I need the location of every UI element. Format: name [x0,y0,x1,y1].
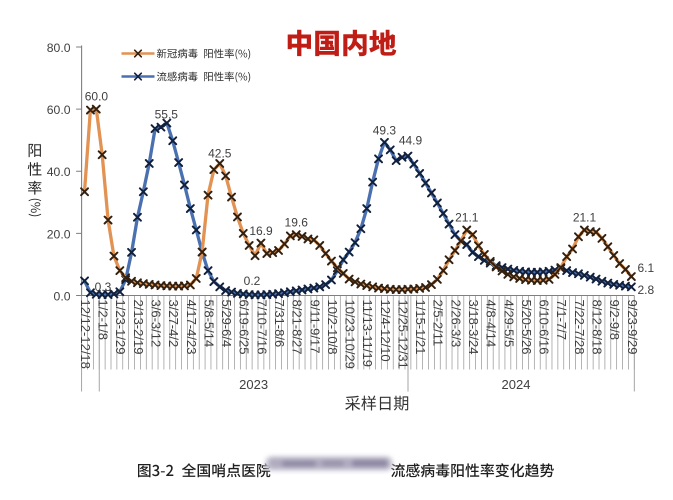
svg-text:2/26-3/3: 2/26-3/3 [448,300,463,348]
svg-text:60.0: 60.0 [85,90,109,104]
svg-text:2.8: 2.8 [638,283,655,297]
svg-text:40.0: 40.0 [47,165,71,179]
svg-text:0.3: 0.3 [95,280,112,294]
svg-text:3/27-4/2: 3/27-4/2 [166,300,181,348]
svg-text:8/12-8/18: 8/12-8/18 [590,300,605,355]
svg-text:6/10-6/16: 6/10-6/16 [537,300,552,355]
svg-text:49.3: 49.3 [373,124,397,138]
svg-text:7/1-7/7: 7/1-7/7 [554,300,569,340]
svg-text:0.0: 0.0 [54,290,71,304]
svg-text:10/23-10/29: 10/23-10/29 [343,300,358,369]
svg-text:3/6-3/12: 3/6-3/12 [149,300,164,348]
svg-text:7/31-8/6: 7/31-8/6 [272,300,287,348]
svg-text:10/2-10/8: 10/2-10/8 [325,300,340,355]
svg-text:12/4-12/10: 12/4-12/10 [378,300,393,362]
svg-text:5/29-6/4: 5/29-6/4 [219,300,234,348]
svg-text:1/2-1/8: 1/2-1/8 [96,300,111,340]
svg-text:21.1: 21.1 [573,211,597,225]
svg-text:44.9: 44.9 [399,134,423,148]
svg-text:80.0: 80.0 [47,41,71,55]
svg-text:2/13-2/19: 2/13-2/19 [131,300,146,355]
svg-text:1/23-1/29: 1/23-1/29 [113,300,128,355]
svg-text:6.1: 6.1 [638,261,655,275]
svg-text:7/22-7/28: 7/22-7/28 [572,300,587,355]
svg-text:20.0: 20.0 [47,227,71,241]
svg-text:4/8-4/14: 4/8-4/14 [484,300,499,348]
svg-text:2023: 2023 [239,377,268,392]
svg-text:42.5: 42.5 [208,147,232,161]
svg-text:12/12-12/18: 12/12-12/18 [78,300,93,369]
svg-text:4/29-5/5: 4/29-5/5 [501,300,516,348]
svg-text:2/5-2/11: 2/5-2/11 [431,300,446,347]
svg-text:5/20-5/26: 5/20-5/26 [519,300,534,355]
svg-text:5/8-5/14: 5/8-5/14 [201,300,216,348]
svg-text:9/23-9/29: 9/23-9/29 [625,300,640,355]
svg-text:16.9: 16.9 [249,224,273,238]
svg-text:1/15-1/21: 1/15-1/21 [413,300,428,355]
svg-text:11/13-11/19: 11/13-11/19 [360,300,375,367]
svg-text:9/11-9/17: 9/11-9/17 [307,300,322,354]
svg-text:55.5: 55.5 [155,108,179,122]
svg-text:0.2: 0.2 [244,274,261,288]
svg-text:60.0: 60.0 [47,103,71,117]
svg-text:21.1: 21.1 [455,211,479,225]
svg-text:19.6: 19.6 [285,216,309,230]
svg-text:8/21-8/27: 8/21-8/27 [290,300,305,355]
svg-text:3/18-3/24: 3/18-3/24 [466,300,481,355]
svg-text:9/2-9/8: 9/2-9/8 [607,300,622,340]
svg-text:2024: 2024 [502,377,531,392]
svg-text:6/19-6/25: 6/19-6/25 [237,300,252,355]
svg-text:4/17-4/23: 4/17-4/23 [184,300,199,355]
svg-text:12/25-12/31: 12/25-12/31 [395,300,410,369]
svg-text:7/10-7/16: 7/10-7/16 [254,300,269,355]
